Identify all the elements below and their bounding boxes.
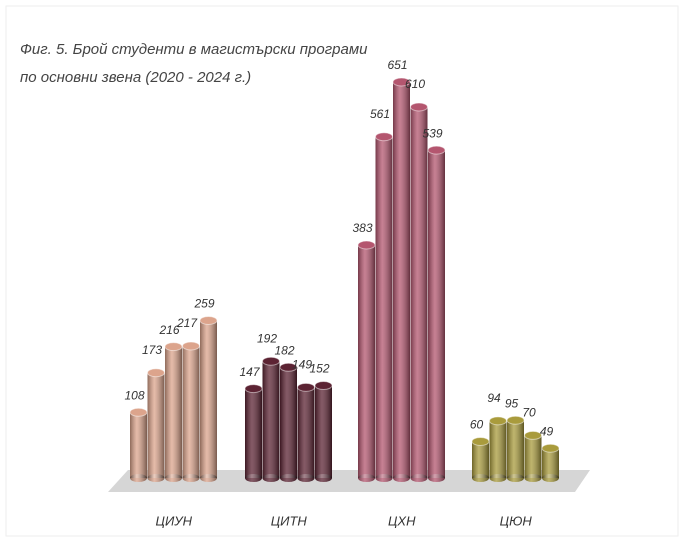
value-label: 60 bbox=[470, 418, 484, 432]
cylinder-base-shade bbox=[507, 474, 524, 482]
value-label: 173 bbox=[142, 343, 162, 357]
cylinder-top bbox=[375, 132, 393, 142]
value-label: 149 bbox=[292, 358, 312, 372]
cylinder-shade bbox=[315, 385, 332, 478]
cylinder-shade bbox=[542, 448, 559, 478]
value-label: 95 bbox=[505, 396, 519, 410]
cylinder-top bbox=[164, 342, 183, 352]
cylinder-base-shade bbox=[358, 474, 375, 482]
cylinder-base-shade bbox=[147, 474, 165, 482]
cylinder-top bbox=[262, 356, 280, 366]
cylinder-top bbox=[147, 368, 165, 378]
value-label: 610 bbox=[405, 77, 425, 91]
cylinder-top bbox=[182, 341, 200, 351]
cylinder-shade bbox=[182, 346, 200, 478]
cylinder-top bbox=[199, 315, 218, 325]
value-label: 152 bbox=[309, 362, 329, 376]
cylinder-base-shade bbox=[410, 474, 428, 482]
cylinder-base-shade bbox=[489, 474, 507, 482]
cylinder-top bbox=[279, 362, 298, 372]
cylinder-base-shade bbox=[375, 474, 393, 482]
cylinder-base-shade bbox=[130, 474, 147, 482]
value-label: 561 bbox=[370, 107, 390, 121]
cylinder-shade bbox=[165, 346, 182, 478]
cylinder-top bbox=[471, 437, 490, 447]
value-label: 383 bbox=[352, 221, 372, 235]
floor bbox=[108, 470, 590, 492]
cylinder-base-shade bbox=[393, 474, 410, 482]
cylinder-base-shade bbox=[297, 474, 315, 482]
x-tick-label: ЦИУН bbox=[156, 513, 193, 528]
cylinder-top bbox=[314, 381, 333, 391]
cylinder-shade bbox=[393, 82, 410, 478]
cylinder-base-shade bbox=[262, 474, 280, 482]
value-label: 192 bbox=[257, 331, 277, 345]
cylinder-shade bbox=[147, 372, 165, 478]
cylinder-top bbox=[524, 430, 542, 440]
cylinder-base-shade bbox=[542, 474, 559, 482]
cylinder-top bbox=[357, 240, 376, 250]
cylinder-base-shade bbox=[428, 474, 445, 482]
value-label: 259 bbox=[193, 297, 214, 311]
cylinder-base-shade bbox=[472, 474, 489, 482]
cylinder-shade bbox=[410, 106, 428, 478]
frame bbox=[5, 5, 679, 537]
cylinder-shade bbox=[262, 361, 280, 478]
cylinder-shade bbox=[375, 136, 393, 479]
cylinder-shade bbox=[245, 388, 262, 478]
cylinder-top bbox=[541, 443, 560, 453]
value-label: 147 bbox=[239, 365, 260, 379]
value-label: 216 bbox=[158, 323, 179, 337]
cylinder-shade bbox=[280, 367, 297, 478]
cylinder-top bbox=[129, 407, 148, 417]
cylinder-top bbox=[506, 415, 525, 425]
cylinder-base-shade bbox=[245, 474, 262, 482]
cylinder-base-shade bbox=[280, 474, 297, 482]
cylinder-shade bbox=[200, 320, 217, 478]
x-tick-label: ЦИТН bbox=[271, 513, 308, 528]
value-label: 217 bbox=[176, 316, 198, 330]
cylinder-base-shade bbox=[524, 474, 542, 482]
cylinder-shade bbox=[358, 245, 375, 478]
cylinder-top bbox=[392, 77, 411, 87]
x-tick-label: ЦХН bbox=[388, 513, 416, 528]
cylinder-shade bbox=[297, 387, 315, 478]
cylinder-shade bbox=[428, 150, 445, 478]
value-label: 94 bbox=[487, 391, 501, 405]
cylinder-shade bbox=[524, 435, 542, 478]
x-tick-label: ЦЮН bbox=[500, 513, 533, 528]
value-label: 651 bbox=[387, 58, 407, 72]
cylinder-top bbox=[427, 145, 446, 155]
cylinder-shade bbox=[507, 420, 524, 478]
cylinder-shade bbox=[472, 441, 489, 478]
cylinder-base-shade bbox=[200, 474, 217, 482]
value-label: 182 bbox=[274, 343, 294, 357]
value-label: 108 bbox=[124, 388, 144, 402]
chart-title: Фиг. 5. Брой студенти в магистърски прог… bbox=[20, 41, 368, 58]
cylinder-top bbox=[489, 416, 507, 426]
cylinder-base-shade bbox=[165, 474, 182, 482]
chart-title: по основни звена (2020 - 2024 г.) bbox=[20, 69, 251, 86]
value-label: 539 bbox=[422, 126, 442, 140]
cylinder-top bbox=[297, 382, 315, 392]
value-label: 49 bbox=[540, 424, 554, 438]
cylinder-shade bbox=[489, 420, 507, 478]
cylinder-shade bbox=[130, 412, 147, 478]
value-label: 70 bbox=[522, 406, 536, 420]
cylinder-base-shade bbox=[315, 474, 332, 482]
cylinder-top bbox=[244, 384, 263, 394]
cylinder-base-shade bbox=[182, 474, 200, 482]
cylinder-top bbox=[410, 102, 428, 112]
